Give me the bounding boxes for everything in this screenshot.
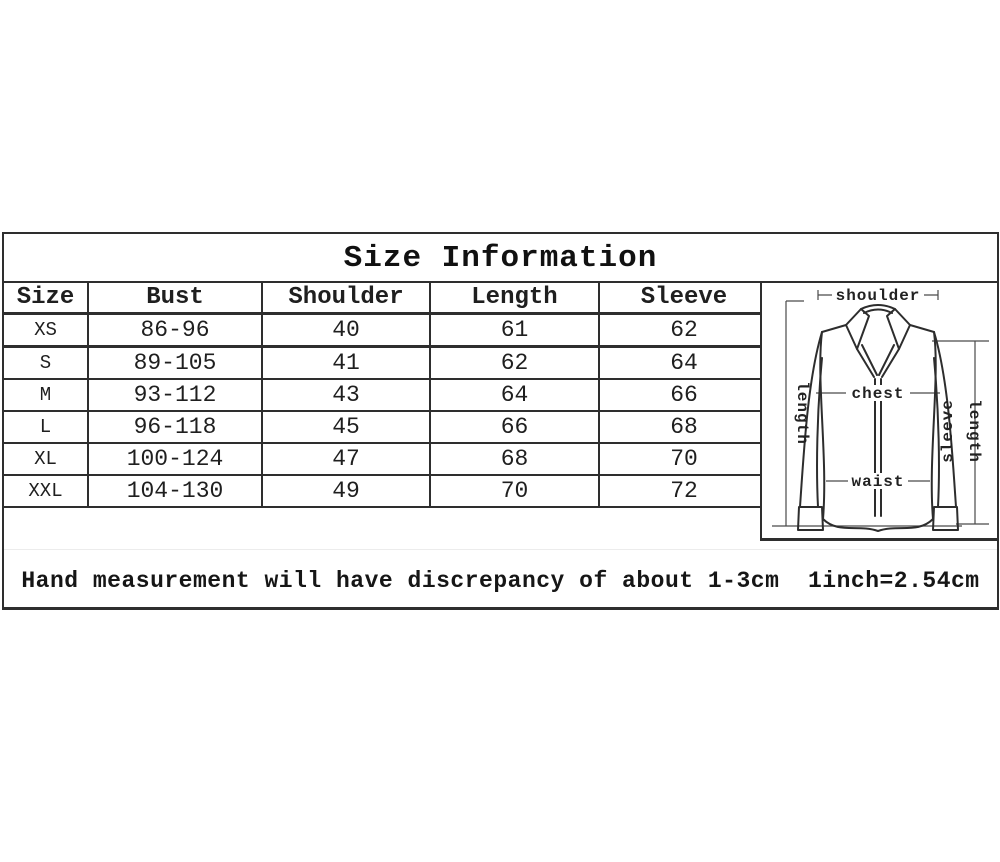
chest-label: chest — [851, 385, 904, 403]
column-header-shoulder: Shoulder — [261, 281, 431, 315]
column-header-bust: Bust — [87, 281, 263, 315]
cell-shoulder: 43 — [261, 378, 431, 412]
dimension-lines — [772, 290, 989, 527]
cell-sleeve: 66 — [598, 378, 768, 412]
chest-label-bg — [846, 385, 910, 401]
cell-length: 70 — [429, 474, 600, 508]
cell-size: XS — [4, 312, 89, 348]
column-header-size: Size — [4, 281, 89, 315]
column-header-sleeve: Sleeve — [598, 281, 768, 315]
shirt-outline — [797, 304, 959, 532]
cell-length: 61 — [429, 312, 600, 348]
page-title: Size Information — [343, 241, 658, 276]
cell-shoulder: 49 — [261, 474, 431, 508]
cell-bust: 96-118 — [87, 410, 263, 444]
table-header-row: Size Bust Shoulder Length Sleeve — [4, 281, 768, 315]
table-row: XS 86-96 40 61 62 — [4, 312, 768, 348]
measurement-note: Hand measurement will have discrepancy o… — [21, 568, 980, 594]
cell-bust: 89-105 — [87, 345, 263, 380]
cell-bust: 93-112 — [87, 378, 263, 412]
size-chart-sheet: Size Information Size Bust Shoulder Leng… — [2, 232, 999, 610]
cell-sleeve: 64 — [598, 345, 768, 380]
cell-size: M — [4, 378, 89, 412]
column-header-length: Length — [429, 281, 600, 315]
cell-sleeve: 68 — [598, 410, 768, 444]
table-row: XL 100-124 47 68 70 — [4, 442, 768, 476]
cell-size: XL — [4, 442, 89, 476]
table-row: M 93-112 43 64 66 — [4, 378, 768, 412]
waist-label-bg — [848, 473, 908, 489]
cell-length: 62 — [429, 345, 600, 380]
shoulder-label: shoulder — [836, 287, 921, 305]
size-table: Size Bust Shoulder Length Sleeve XS 86-9… — [4, 281, 768, 508]
cell-shoulder: 40 — [261, 312, 431, 348]
sleeve-label: sleeve — [939, 399, 957, 463]
cell-bust: 86-96 — [87, 312, 263, 348]
shirt-line-art-icon: shoulder length chest waist sleeve lengt… — [772, 287, 989, 532]
length-left-label: length — [793, 381, 811, 445]
cell-shoulder: 47 — [261, 442, 431, 476]
sleeve-length-label: length — [965, 399, 983, 463]
cell-bust: 100-124 — [87, 442, 263, 476]
cell-size: S — [4, 345, 89, 380]
cell-length: 66 — [429, 410, 600, 444]
shirt-measurement-diagram: shoulder length chest waist sleeve lengt… — [760, 281, 997, 541]
cell-sleeve: 62 — [598, 312, 768, 348]
table-row: XXL 104-130 49 70 72 — [4, 474, 768, 508]
cell-size: L — [4, 410, 89, 444]
table-row: S 89-105 41 62 64 — [4, 345, 768, 380]
cell-sleeve: 72 — [598, 474, 768, 508]
cell-shoulder: 41 — [261, 345, 431, 380]
cell-sleeve: 70 — [598, 442, 768, 476]
cell-length: 68 — [429, 442, 600, 476]
cell-length: 64 — [429, 378, 600, 412]
cell-bust: 104-130 — [87, 474, 263, 508]
faint-divider — [4, 549, 997, 550]
waist-label: waist — [851, 473, 904, 491]
table-row: L 96-118 45 66 68 — [4, 410, 768, 444]
cell-shoulder: 45 — [261, 410, 431, 444]
cell-size: XXL — [4, 474, 89, 508]
